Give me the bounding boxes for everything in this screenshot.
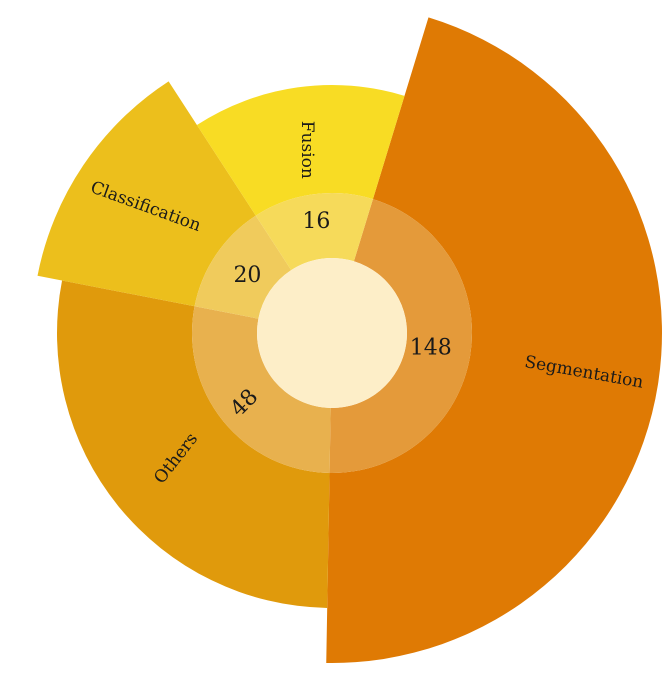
inner-sector-fusion bbox=[255, 193, 373, 271]
inner-ring bbox=[192, 193, 472, 473]
sector-segmentation bbox=[326, 17, 662, 663]
sector-classification bbox=[37, 81, 256, 307]
value-segmentation: 148 bbox=[410, 336, 452, 361]
center-disc bbox=[257, 258, 407, 408]
sector-others bbox=[56, 280, 330, 608]
sector-fusion bbox=[196, 84, 405, 216]
value-fusion: 16 bbox=[302, 209, 330, 234]
label-fusion: Fusion bbox=[297, 121, 317, 179]
inner-sector-classification bbox=[194, 215, 292, 319]
inner-sector-others bbox=[192, 306, 331, 473]
outer-sectors bbox=[37, 17, 662, 663]
value-classification: 20 bbox=[233, 263, 261, 288]
inner-sector-segmentation bbox=[329, 199, 472, 473]
